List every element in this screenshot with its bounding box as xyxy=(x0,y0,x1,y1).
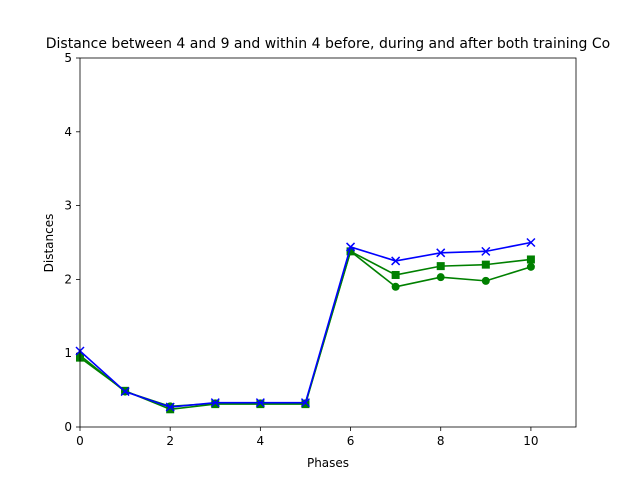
series-3-point xyxy=(120,387,130,397)
series-2-point xyxy=(301,400,310,409)
series-3-point xyxy=(391,256,401,266)
x-tick-label: 2 xyxy=(166,434,174,448)
chart-title: Distance between 4 and 9 and within 4 be… xyxy=(46,36,610,52)
series-1-point xyxy=(481,276,490,285)
series-3-point xyxy=(210,398,220,408)
series-2-point xyxy=(256,400,265,409)
axes-frame xyxy=(79,57,577,428)
series-2-point xyxy=(436,262,445,271)
series-2-point xyxy=(391,270,400,279)
series-3-point xyxy=(481,246,491,256)
series-2-point xyxy=(481,260,490,269)
y-tick-label: 1 xyxy=(64,346,72,360)
series-3-point xyxy=(300,398,310,408)
x-axis-label: Phases xyxy=(307,456,349,470)
series-2-point xyxy=(166,405,175,414)
series-3-point xyxy=(165,402,175,412)
series-3-point xyxy=(346,242,356,252)
series-3-point xyxy=(255,398,265,408)
series-2-point xyxy=(346,247,355,256)
series-2-point xyxy=(526,255,535,264)
series-1-point xyxy=(436,273,445,282)
y-tick-label: 0 xyxy=(64,420,72,434)
x-tick-label: 8 xyxy=(437,434,445,448)
y-tick-label: 5 xyxy=(64,51,72,65)
x-tick-label: 0 xyxy=(76,434,84,448)
x-tick-label: 4 xyxy=(257,434,265,448)
series-3-point xyxy=(526,237,536,248)
x-tick-label: 6 xyxy=(347,434,355,448)
y-axis-label: Distances xyxy=(42,214,56,273)
y-tick-label: 4 xyxy=(64,125,72,139)
series-2-point xyxy=(211,400,220,409)
plot-area: 0 2 4 6 8 10 0 1 2 3 4 5 xyxy=(64,51,577,448)
x-tick-label: 10 xyxy=(523,434,538,448)
series-1-point xyxy=(391,282,400,291)
y-tick-label: 2 xyxy=(64,272,72,286)
y-tick-label: 3 xyxy=(64,199,72,213)
series-1-point xyxy=(526,262,535,271)
series-3-point xyxy=(436,248,446,258)
